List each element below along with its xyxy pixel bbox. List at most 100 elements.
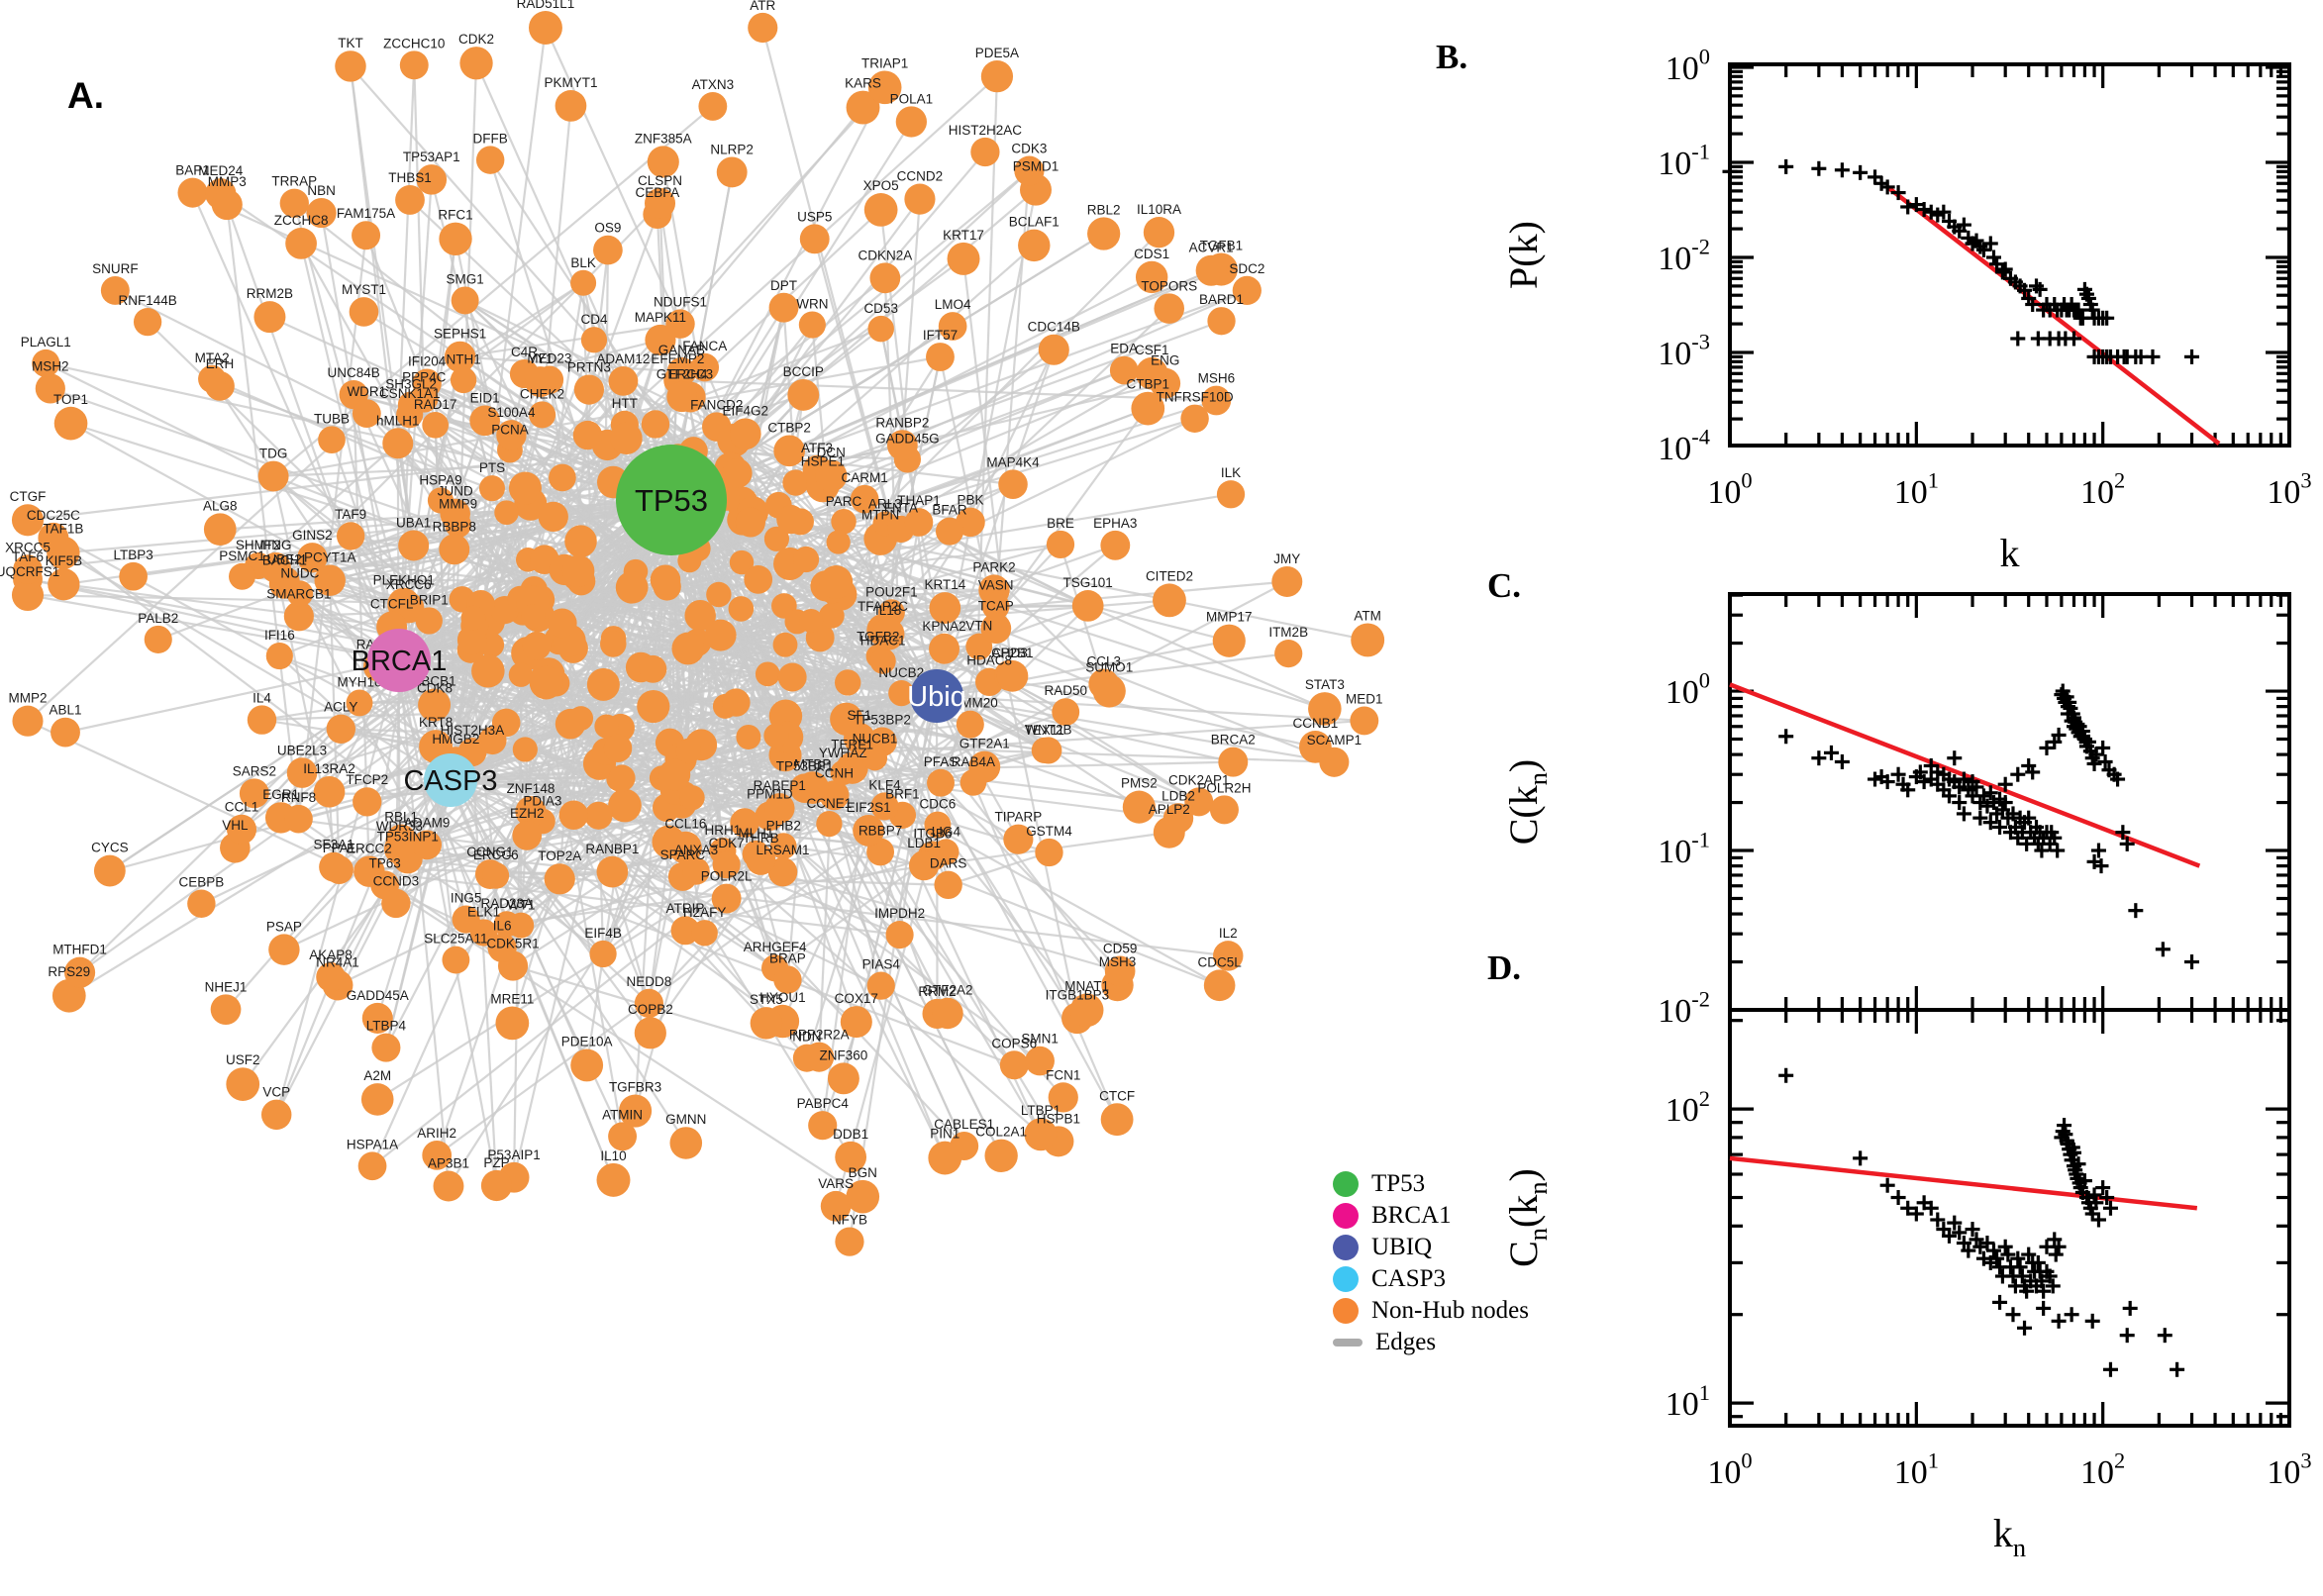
non-hub-node bbox=[352, 221, 381, 250]
non-hub-node bbox=[568, 706, 594, 731]
gene-label: PIN1 bbox=[930, 1127, 960, 1142]
non-hub-node bbox=[706, 581, 732, 608]
non-hub-node bbox=[730, 808, 759, 838]
gene-label: BCLAF1 bbox=[1009, 215, 1060, 230]
gene-label: CHD3 bbox=[991, 646, 1028, 660]
node-legend-dot bbox=[1333, 1235, 1359, 1260]
non-hub-node bbox=[11, 578, 45, 612]
non-hub-node bbox=[1308, 692, 1342, 726]
gene-label: MED1 bbox=[1346, 691, 1383, 706]
gene-label: NFYB bbox=[832, 1213, 867, 1228]
gene-label: YY1 bbox=[528, 351, 554, 366]
power-law-fit-line bbox=[1729, 1155, 2198, 1211]
non-hub-node bbox=[415, 607, 443, 635]
plot-frame bbox=[1728, 1008, 2291, 1428]
gene-label: GANAB bbox=[658, 343, 705, 357]
non-hub-node bbox=[782, 469, 809, 496]
non-hub-node bbox=[666, 381, 697, 413]
gene-label: HMGB2 bbox=[432, 732, 479, 747]
hub-node-ubiq bbox=[910, 669, 963, 723]
non-hub-node bbox=[1046, 530, 1075, 559]
gene-label: MED24 bbox=[198, 163, 244, 178]
gene-label: RNF144B bbox=[118, 293, 176, 308]
gene-label: PKMYT1 bbox=[544, 75, 597, 90]
gene-label: UBE2L3 bbox=[277, 743, 327, 757]
gene-label: MAP4K4 bbox=[986, 454, 1040, 469]
gene-label: AP2B1 bbox=[991, 646, 1033, 660]
gene-label: ZNF360 bbox=[820, 1047, 868, 1062]
scatter-points bbox=[1778, 1067, 2185, 1377]
non-hub-node bbox=[748, 12, 778, 44]
gene-label: PSMC1 bbox=[219, 549, 265, 563]
non-hub-node bbox=[644, 187, 676, 219]
gene-label: ADAM9 bbox=[404, 815, 451, 830]
gene-label: COL2A1 bbox=[975, 1125, 1027, 1140]
gene-label: XRCC6 bbox=[386, 577, 432, 592]
gene-label: TGFBR3 bbox=[609, 1079, 661, 1094]
svg-text:103: 103 bbox=[2267, 468, 2311, 511]
gene-label: RAD23A bbox=[481, 896, 534, 911]
node-legend-dot bbox=[1333, 1266, 1359, 1292]
legend-item-ubiq: UBIQ bbox=[1333, 1232, 1529, 1263]
gene-label: ERCC3 bbox=[667, 367, 713, 382]
gene-label: GSTM4 bbox=[1026, 824, 1072, 839]
non-hub-node bbox=[239, 778, 269, 809]
gene-label: BGN bbox=[849, 1165, 877, 1180]
non-hub-node bbox=[608, 788, 642, 823]
gene-label: RBL2 bbox=[1087, 202, 1121, 217]
gene-label: PTS bbox=[479, 460, 505, 475]
gene-label: TAF9 bbox=[335, 507, 366, 522]
non-hub-node bbox=[313, 775, 346, 808]
gene-label: THRB bbox=[743, 831, 779, 846]
non-hub-node bbox=[382, 428, 414, 459]
non-hub-node bbox=[439, 222, 472, 255]
non-hub-node bbox=[827, 1062, 859, 1095]
gene-label: LTBP1 bbox=[1021, 1103, 1060, 1118]
non-hub-node bbox=[512, 737, 538, 762]
gene-label: MYST1 bbox=[342, 282, 386, 297]
panel-a-label: A. bbox=[67, 75, 104, 116]
power-law-fit-line bbox=[1885, 185, 2221, 446]
gene-label: WRN bbox=[796, 296, 828, 311]
y-tick-labels: 102 101 bbox=[1666, 1086, 1710, 1423]
gene-label: NLRP2 bbox=[710, 142, 754, 156]
non-hub-node bbox=[960, 769, 987, 796]
non-hub-node bbox=[909, 850, 940, 881]
gene-label: OS9 bbox=[594, 221, 621, 236]
non-hub-node bbox=[398, 530, 430, 561]
non-hub-node bbox=[335, 50, 366, 82]
gene-label: SLC25A11 bbox=[424, 932, 487, 947]
gene-label: NUCB1 bbox=[853, 731, 898, 746]
gene-label: POU2F1 bbox=[865, 584, 918, 599]
non-hub-node bbox=[1038, 334, 1069, 365]
gene-label: ATM bbox=[1354, 609, 1381, 624]
non-hub-node bbox=[1018, 229, 1051, 262]
network-nodes-layer bbox=[11, 11, 1385, 1256]
gene-label: JUND bbox=[438, 484, 473, 499]
gene-label: CD59 bbox=[1103, 942, 1138, 956]
gene-label: IFI16 bbox=[264, 628, 295, 643]
gene-label: ACVR1 bbox=[1189, 241, 1234, 255]
non-hub-node bbox=[1351, 623, 1385, 657]
scatter-points bbox=[1722, 158, 2200, 364]
network-node-labels-layer: HTT HRH1 MTPN FANCD2 PTS CARM1 MMP9 XRCC6 RBBP8 P… bbox=[0, 0, 1383, 1228]
non-hub-node bbox=[1203, 969, 1236, 1002]
gene-label: MSH2 bbox=[32, 358, 69, 373]
y-tick-labels: 100 10-1 10-2 bbox=[1658, 668, 1710, 1030]
gene-label: BCCIP bbox=[783, 364, 824, 379]
gene-label: CDC6 bbox=[920, 797, 957, 812]
gene-label: CEBPB bbox=[178, 875, 224, 890]
hub-node-casp3 bbox=[424, 753, 477, 807]
svg-text:100: 100 bbox=[1707, 468, 1752, 511]
non-hub-node bbox=[904, 508, 934, 537]
non-hub-node bbox=[722, 457, 753, 488]
svg-text:102: 102 bbox=[2080, 1448, 2125, 1491]
non-hub-node bbox=[1035, 737, 1062, 764]
non-hub-node bbox=[318, 426, 346, 454]
non-hub-node bbox=[442, 946, 470, 974]
gene-label: ZNF385A bbox=[635, 131, 692, 146]
gene-label: TKT bbox=[338, 36, 363, 50]
chart-panel-d: 102 101 100 101 102 103 Cn(kn) kn bbox=[1501, 1008, 2312, 1562]
non-hub-node bbox=[665, 309, 695, 339]
non-hub-node bbox=[247, 705, 277, 735]
